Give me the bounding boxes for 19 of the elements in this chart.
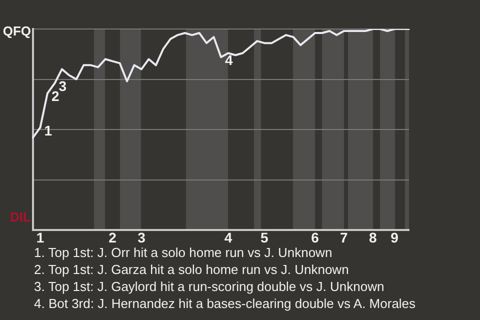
text: QFQ xyxy=(2,24,31,39)
x-tick-label: 1 xyxy=(36,229,44,246)
annotation: 3 xyxy=(58,78,67,94)
annotation: 2 xyxy=(51,88,60,104)
x-tick-label: 5 xyxy=(260,229,268,246)
x-tick-label: 9 xyxy=(390,229,399,246)
x-tick-label: 6 xyxy=(311,229,320,246)
x-tick-label: 4 xyxy=(224,229,232,246)
x-tick-label: 7 xyxy=(340,229,348,246)
text: 3. Top 1st: J. Gaylord hit a run-scoring double vs J. Unknown xyxy=(34,278,386,295)
x-tick-label: 3 xyxy=(138,229,146,246)
text: 2. Top 1st: J. Garza hit a solo home run vs J. Unknown xyxy=(34,261,350,278)
text: DIL xyxy=(10,210,32,225)
annotation: 1 xyxy=(44,122,52,138)
annotation: 4 xyxy=(225,52,233,68)
x-tick-label: 2 xyxy=(108,229,117,246)
x-tick-label: 8 xyxy=(368,229,377,246)
text: 4. Bot 3rd: J. Hernandez hit a bases-clearing double vs A. Morales xyxy=(34,295,416,312)
text: 1. Top 1st: J. Orr hit a solo home run vs J. Unknown xyxy=(34,244,334,261)
